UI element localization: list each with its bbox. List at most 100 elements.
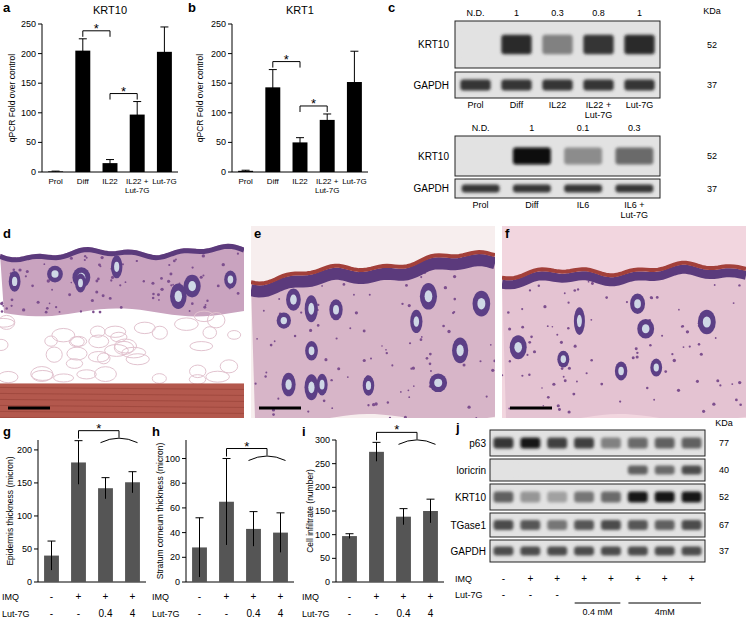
cell-nucleus — [635, 347, 638, 350]
band — [601, 520, 621, 530]
cell-nucleus — [739, 403, 742, 406]
cell-nucleus — [649, 344, 651, 346]
y-tick-label: 50 — [22, 544, 32, 554]
panel-letter: d — [3, 226, 11, 241]
y-tick-label: 200 — [315, 482, 330, 492]
cell-nucleus — [421, 336, 423, 338]
y-tick — [332, 534, 336, 535]
cell-nucleus — [552, 326, 554, 328]
y-tick — [228, 83, 232, 84]
cell-nucleus — [502, 374, 503, 376]
cell-nucleus — [202, 274, 204, 276]
y-tick — [182, 507, 186, 508]
row-label: - — [375, 608, 378, 619]
lane-label: - — [502, 589, 505, 600]
muscle-fiber — [0, 387, 244, 389]
cell-nucleus — [568, 367, 571, 370]
cell-nucleus — [389, 417, 391, 418]
y-tick — [332, 440, 336, 441]
cell-nucleus — [508, 408, 510, 410]
fat-cell — [105, 326, 126, 337]
bar-chart: bKRT1qPCR Fold over control0501001502002… — [188, 0, 368, 195]
bar — [75, 51, 90, 172]
hair-follicle — [452, 338, 468, 364]
cell-nucleus — [68, 293, 71, 296]
cell-nucleus — [120, 306, 123, 309]
fat-cell — [190, 342, 213, 351]
cell-nucleus — [110, 279, 112, 281]
fat-cell — [77, 370, 96, 379]
cell-nucleus — [136, 260, 138, 262]
cell-nucleus — [109, 297, 112, 300]
cell-nucleus — [51, 289, 53, 291]
cell-nucleus — [509, 360, 511, 362]
cell-nucleus — [169, 272, 172, 275]
x-tick-label: Prol — [48, 177, 62, 186]
lane-label: + — [635, 573, 641, 584]
cell-nucleus — [453, 275, 456, 278]
row-name: IMQ — [2, 592, 19, 602]
cell-nucleus — [391, 364, 393, 366]
fat-cell — [66, 359, 82, 369]
y-tick — [182, 557, 186, 558]
cell-nucleus — [157, 293, 160, 296]
scale-bar — [510, 407, 552, 410]
error-line — [110, 160, 111, 167]
kda-label: 77 — [719, 438, 729, 448]
error-cap — [296, 137, 304, 138]
band — [601, 465, 621, 474]
row-name: GAPDH — [413, 183, 449, 194]
cell-nucleus — [564, 379, 567, 382]
hair-follicle — [473, 291, 491, 317]
follicle-core — [290, 295, 297, 305]
y-axis-label: qPCR Fold over control — [195, 54, 205, 142]
cell-nucleus — [678, 309, 680, 311]
cell-nucleus — [170, 284, 172, 286]
error-cap — [373, 442, 381, 443]
histology-image — [251, 226, 495, 418]
cell-nucleus — [324, 358, 327, 361]
hair-follicle — [650, 359, 662, 377]
error-line — [376, 442, 377, 461]
cell-nucleus — [404, 416, 407, 418]
image-background — [0, 226, 244, 418]
follicle-core — [618, 367, 624, 376]
cell-nucleus — [600, 383, 603, 386]
fat-cell — [0, 315, 15, 329]
cell-nucleus — [735, 398, 738, 401]
cell-nucleus — [264, 375, 266, 377]
western-blot: cKDaN.D.10.30.81KRT1052GAPDH37ProlDiffIL… — [388, 0, 721, 120]
row-name: KRT10 — [418, 151, 449, 162]
hair-follicle — [557, 351, 569, 368]
cell-nucleus — [45, 311, 48, 314]
cell-nucleus — [430, 370, 432, 372]
y-tick-label: 100 — [17, 511, 32, 521]
follicle-core — [425, 290, 433, 302]
band — [574, 492, 594, 503]
cell-nucleus — [200, 276, 203, 279]
band — [682, 546, 702, 555]
fat-cell — [67, 347, 87, 360]
error-line — [403, 509, 404, 525]
row-name: KRT10 — [455, 492, 486, 503]
fat-cell — [189, 375, 205, 385]
band — [547, 520, 567, 530]
band — [682, 520, 702, 530]
cell-nucleus — [636, 355, 639, 358]
cell-nucleus — [541, 387, 543, 389]
cell-nucleus — [588, 281, 590, 283]
error-line — [51, 541, 52, 570]
band — [542, 35, 572, 55]
kda-label: 67 — [719, 520, 729, 530]
row-name: Lut-7G — [2, 609, 30, 619]
cell-nucleus — [442, 325, 445, 328]
band — [682, 438, 702, 449]
cell-nucleus — [80, 310, 82, 312]
cell-nucleus — [167, 280, 170, 283]
cell-nucleus — [586, 372, 588, 374]
band — [564, 185, 602, 193]
cell-nucleus — [22, 308, 25, 311]
error-line — [349, 534, 350, 539]
cell-nucleus — [408, 389, 410, 391]
error-line — [132, 472, 133, 493]
